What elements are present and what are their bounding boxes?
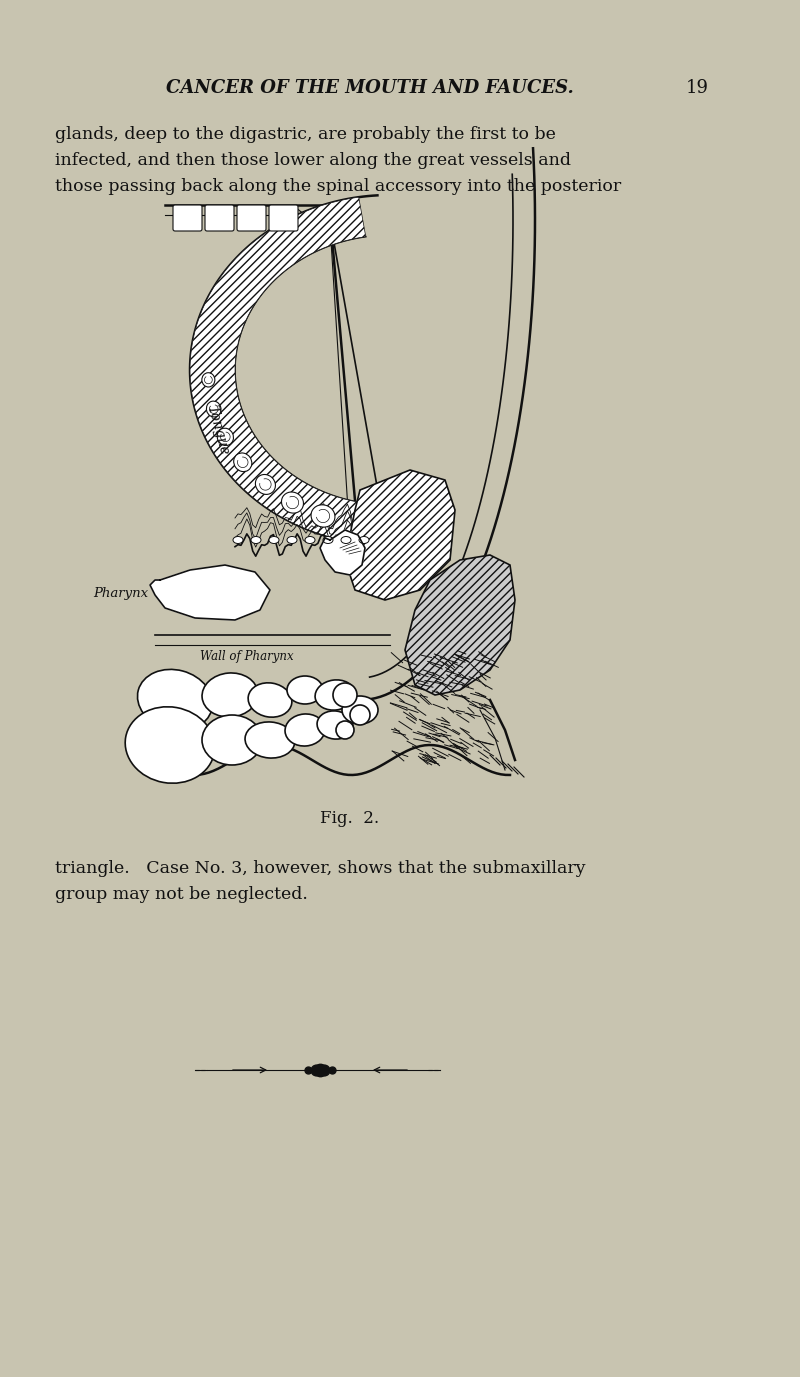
Circle shape — [350, 705, 370, 726]
Ellipse shape — [251, 537, 261, 544]
Text: Tongue: Tongue — [205, 403, 231, 457]
Point — [310, 1059, 322, 1081]
Circle shape — [333, 683, 357, 706]
Ellipse shape — [285, 713, 325, 746]
Ellipse shape — [315, 680, 355, 711]
Ellipse shape — [206, 401, 221, 417]
Point — [302, 1059, 314, 1081]
Polygon shape — [405, 555, 515, 695]
Ellipse shape — [234, 453, 252, 471]
Polygon shape — [345, 470, 455, 600]
Ellipse shape — [245, 722, 295, 759]
Circle shape — [336, 722, 354, 739]
Ellipse shape — [269, 537, 279, 544]
Point — [318, 1059, 330, 1081]
Polygon shape — [320, 530, 365, 576]
Text: infected, and then those lower along the great vessels and: infected, and then those lower along the… — [55, 151, 571, 169]
Ellipse shape — [233, 537, 243, 544]
Ellipse shape — [311, 505, 335, 527]
Ellipse shape — [202, 673, 258, 717]
Point — [314, 1059, 326, 1081]
Ellipse shape — [138, 669, 213, 731]
FancyBboxPatch shape — [205, 205, 234, 231]
Ellipse shape — [202, 373, 215, 387]
Text: Pharynx: Pharynx — [93, 587, 148, 599]
Polygon shape — [150, 565, 270, 620]
Text: group may not be neglected.: group may not be neglected. — [55, 885, 308, 903]
Text: triangle.   Case No. 3, however, shows that the submaxillary: triangle. Case No. 3, however, shows tha… — [55, 861, 586, 877]
Ellipse shape — [287, 676, 323, 704]
Ellipse shape — [359, 537, 369, 544]
Ellipse shape — [202, 715, 262, 766]
Ellipse shape — [323, 537, 333, 544]
Ellipse shape — [282, 492, 303, 514]
Ellipse shape — [255, 475, 275, 494]
Polygon shape — [190, 197, 366, 543]
Ellipse shape — [341, 537, 351, 544]
Point — [326, 1059, 338, 1081]
Text: 19: 19 — [686, 78, 709, 96]
Ellipse shape — [317, 711, 353, 739]
Text: CANCER OF THE MOUTH AND FAUCES.: CANCER OF THE MOUTH AND FAUCES. — [166, 78, 574, 96]
Text: Fig.  2.: Fig. 2. — [321, 810, 379, 828]
FancyBboxPatch shape — [269, 205, 298, 231]
Ellipse shape — [125, 706, 215, 784]
Text: Wall of Pharynx: Wall of Pharynx — [200, 650, 294, 662]
Ellipse shape — [305, 537, 315, 544]
Ellipse shape — [342, 695, 378, 724]
Ellipse shape — [248, 683, 292, 717]
FancyBboxPatch shape — [173, 205, 202, 231]
Ellipse shape — [287, 537, 297, 544]
Text: those passing back along the spinal accessory into the posterior: those passing back along the spinal acce… — [55, 178, 622, 196]
Text: glands, deep to the digastric, are probably the first to be: glands, deep to the digastric, are proba… — [55, 127, 556, 143]
FancyBboxPatch shape — [237, 205, 266, 231]
Ellipse shape — [217, 428, 234, 446]
